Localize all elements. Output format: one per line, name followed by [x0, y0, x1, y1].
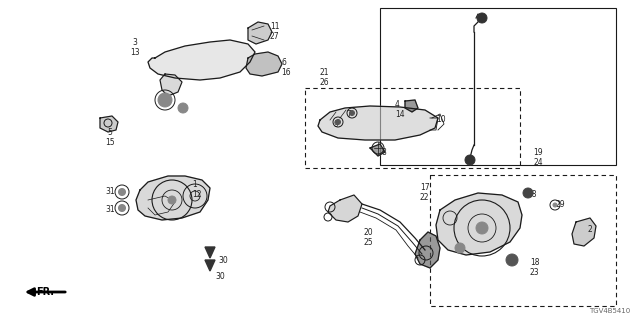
Circle shape: [118, 204, 125, 212]
Polygon shape: [246, 52, 282, 76]
Circle shape: [118, 188, 125, 196]
Polygon shape: [370, 144, 385, 156]
Bar: [305, 88, 520, 168]
Circle shape: [178, 103, 188, 113]
Circle shape: [476, 222, 488, 234]
Text: 8: 8: [382, 148, 387, 157]
Circle shape: [455, 243, 465, 253]
Text: 19
24: 19 24: [533, 148, 543, 167]
Text: 18
23: 18 23: [530, 258, 540, 277]
Text: 9: 9: [333, 120, 338, 129]
Polygon shape: [100, 116, 118, 132]
Text: 28: 28: [528, 190, 538, 199]
Text: 6
16: 6 16: [281, 58, 291, 77]
Text: 4
14: 4 14: [395, 100, 404, 119]
Circle shape: [477, 13, 487, 23]
Text: 30: 30: [215, 272, 225, 281]
Text: 31: 31: [106, 205, 115, 214]
Text: 5
15: 5 15: [105, 128, 115, 148]
Bar: [430, 175, 616, 306]
Polygon shape: [136, 176, 210, 220]
Text: 20
25: 20 25: [363, 228, 372, 247]
Text: TGV4B5410: TGV4B5410: [589, 308, 630, 314]
Circle shape: [168, 196, 176, 204]
Circle shape: [465, 155, 475, 165]
Polygon shape: [205, 247, 215, 258]
Circle shape: [158, 93, 172, 107]
Polygon shape: [328, 195, 362, 222]
Polygon shape: [415, 232, 440, 268]
Polygon shape: [205, 260, 215, 271]
Text: 1
12: 1 12: [192, 180, 202, 199]
Polygon shape: [436, 193, 522, 255]
Circle shape: [553, 203, 557, 207]
Text: 17
22: 17 22: [420, 183, 429, 203]
Polygon shape: [572, 218, 596, 246]
Circle shape: [335, 119, 340, 124]
Text: 21
26: 21 26: [320, 68, 330, 87]
Polygon shape: [160, 74, 182, 96]
Bar: [380, 8, 616, 165]
Text: 30: 30: [218, 256, 228, 265]
Text: 10: 10: [436, 115, 445, 124]
Circle shape: [523, 188, 533, 198]
Circle shape: [506, 254, 518, 266]
Polygon shape: [318, 106, 438, 140]
Text: 2: 2: [588, 225, 593, 234]
Text: 11
27: 11 27: [270, 22, 280, 41]
Polygon shape: [405, 100, 418, 112]
Circle shape: [349, 110, 355, 116]
Text: 3
13: 3 13: [130, 38, 140, 57]
Text: 29: 29: [556, 200, 566, 209]
Text: 7: 7: [346, 110, 351, 119]
Text: 31: 31: [106, 187, 115, 196]
Polygon shape: [148, 40, 255, 80]
Text: FR.: FR.: [36, 287, 54, 297]
Polygon shape: [248, 22, 272, 44]
